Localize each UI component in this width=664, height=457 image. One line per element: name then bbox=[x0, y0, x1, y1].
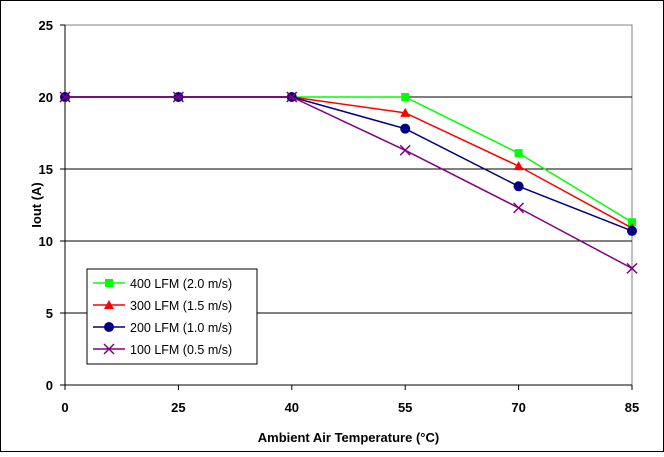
series-group bbox=[59, 91, 638, 274]
y-tick-label: 15 bbox=[39, 162, 53, 177]
legend-label: 100 LFM (0.5 m/s) bbox=[130, 343, 232, 357]
data-point bbox=[628, 218, 636, 227]
x-tick-label: 40 bbox=[285, 400, 299, 415]
y-tick-label: 10 bbox=[39, 234, 53, 249]
legend-marker bbox=[105, 279, 113, 287]
data-point bbox=[401, 93, 410, 101]
data-point bbox=[513, 202, 525, 214]
data-point bbox=[513, 181, 524, 192]
series-line bbox=[65, 96, 633, 270]
legend-label: 300 LFM (1.5 m/s) bbox=[130, 299, 232, 313]
legend-label: 200 LFM (1.0 m/s) bbox=[130, 321, 232, 335]
x-tick-label: 55 bbox=[398, 400, 412, 415]
legend: 400 LFM (2.0 m/s) 300 LFM (1.5 m/s) 200 LF… bbox=[86, 268, 258, 365]
x-tick-label: 70 bbox=[511, 400, 525, 415]
y-tick-label: 0 bbox=[46, 378, 53, 393]
legend-item: 300 LFM (1.5 m/s) bbox=[93, 299, 232, 313]
data-point bbox=[627, 225, 637, 236]
data-point bbox=[400, 123, 411, 134]
legend-marker bbox=[104, 322, 114, 332]
legend-item: 100 LFM (0.5 m/s) bbox=[93, 343, 232, 357]
data-point bbox=[400, 107, 411, 117]
legend-item: 400 LFM (2.0 m/s) bbox=[93, 277, 232, 291]
legend-item: 200 LFM (1.0 m/s) bbox=[93, 321, 232, 335]
axes: 0 5 10 15 20 25 0 25 40 55 70 85 bbox=[39, 18, 640, 415]
legend-marker bbox=[104, 300, 114, 309]
data-point bbox=[286, 91, 298, 103]
y-axis-title: Iout (A) bbox=[29, 182, 44, 227]
x-tick-label: 85 bbox=[625, 400, 639, 415]
legend-box bbox=[86, 268, 258, 365]
y-tick-label: 5 bbox=[46, 306, 53, 321]
legend-marker bbox=[103, 343, 115, 355]
legend-label: 400 LFM (2.0 m/s) bbox=[130, 277, 232, 291]
data-point bbox=[626, 262, 638, 274]
y-tick-label: 20 bbox=[39, 90, 53, 105]
data-point bbox=[513, 161, 524, 171]
data-point bbox=[399, 144, 411, 156]
x-axis-title: Ambient Air Temperature (°C) bbox=[258, 430, 439, 445]
data-point bbox=[172, 91, 184, 103]
data-point bbox=[59, 91, 71, 103]
data-point bbox=[514, 149, 523, 158]
x-tick-label: 0 bbox=[61, 400, 68, 415]
y-tick-label: 25 bbox=[39, 18, 53, 33]
series-4 bbox=[59, 91, 638, 274]
x-tick-label: 25 bbox=[171, 400, 185, 415]
